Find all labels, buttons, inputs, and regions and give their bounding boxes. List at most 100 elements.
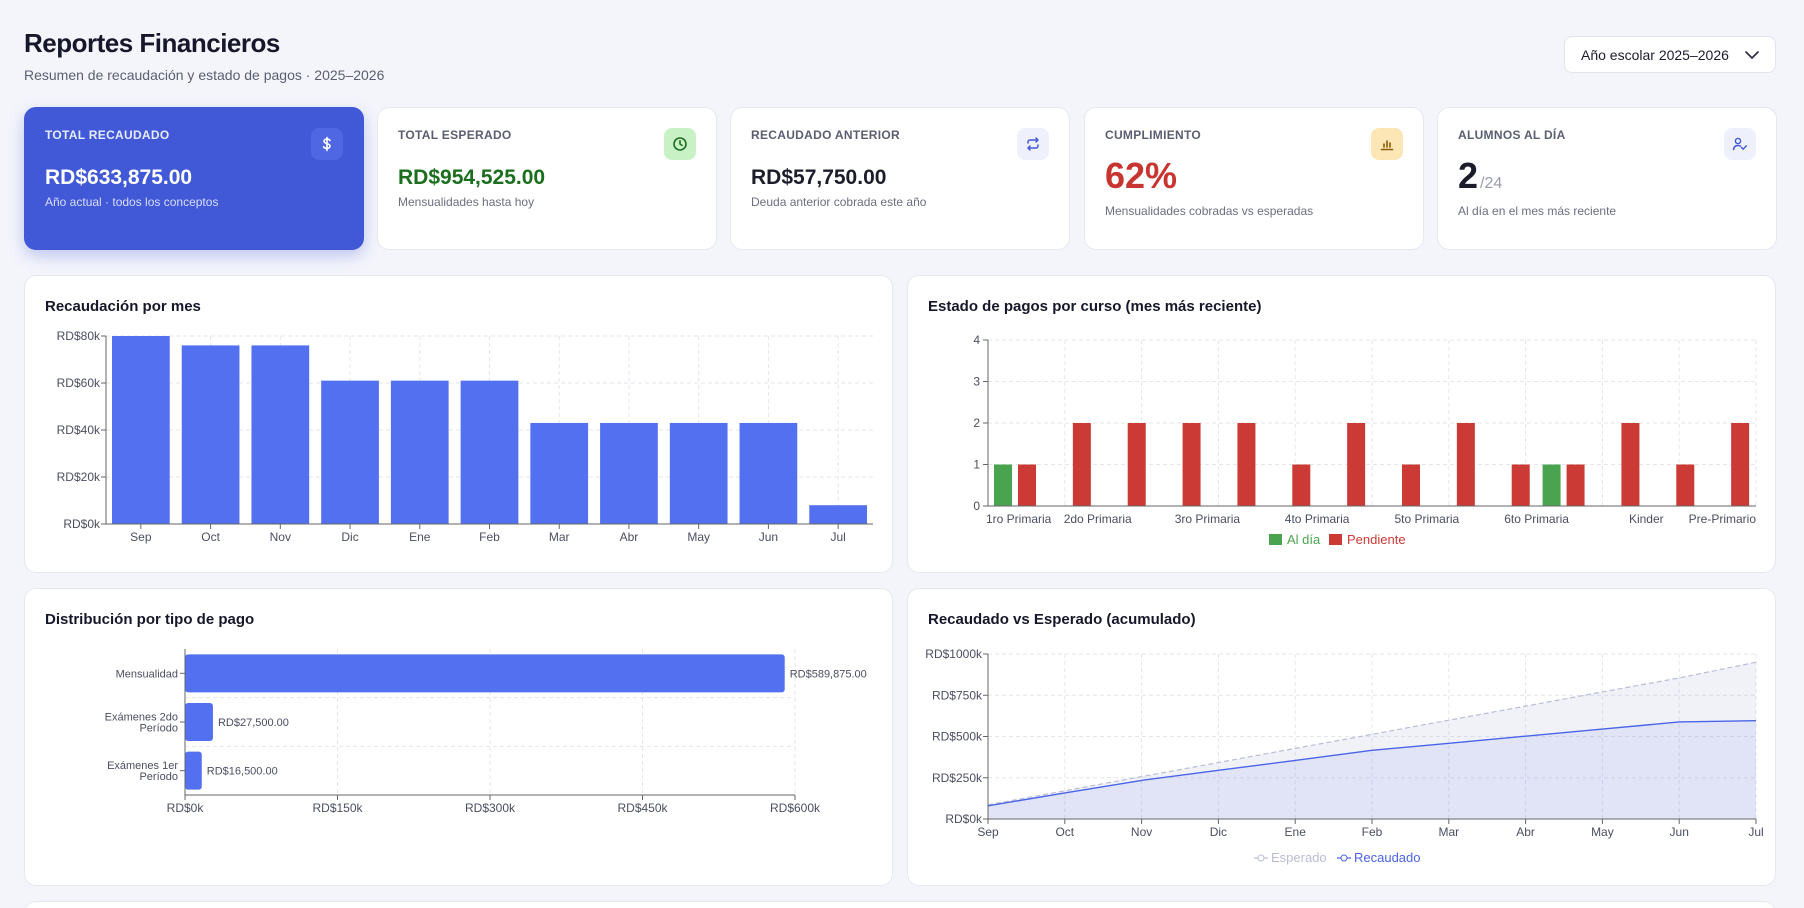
bar-mar	[530, 422, 589, 524]
bar-pendiente	[1237, 423, 1256, 506]
status-bar-chart: 0 1 2 3 4 1ro Primaria 2do Primaria 3ro Primari…	[973, 333, 1757, 547]
x-tick-label: Feb	[1362, 825, 1383, 839]
bar-nov	[251, 345, 310, 524]
chart-title: Distribución por tipo de pago	[45, 611, 255, 628]
x-tick-label: Oct	[201, 530, 220, 544]
y-tick-label: RD$80k	[57, 329, 101, 343]
y-tick-label: 1	[973, 458, 980, 472]
x-tick-label: 6to Primaria	[1504, 512, 1569, 526]
x-tick-label: Jul	[830, 530, 845, 544]
bar-pendiente	[1676, 464, 1695, 506]
bar-pendiente	[1731, 423, 1750, 506]
page-header: Reportes Financieros Resumen de recaudac…	[24, 28, 384, 83]
bar-value-label: RD$16,500.00	[207, 766, 278, 778]
kpi-value: RD$57,750.00	[751, 166, 887, 189]
chart-card-cumulative: Recaudado vs Esperado (acumulado) RD$0k R…	[907, 588, 1776, 886]
x-tick-label: Sep	[130, 530, 152, 544]
year-select[interactable]: Año escolar 2025–2026	[1564, 36, 1776, 73]
bar-value-label: RD$27,500.00	[218, 717, 289, 729]
bar-pendiente	[1018, 464, 1036, 506]
legend-label-pendiente: Pendiente	[1347, 532, 1406, 547]
y-tick-label: RD$60k	[57, 376, 101, 390]
bar-pendiente	[1127, 423, 1146, 506]
chart-title: Estado de pagos por curso (mes más recie…	[928, 298, 1262, 315]
area-esperado	[988, 662, 1756, 819]
x-tick-label: Kinder	[1629, 512, 1664, 526]
x-tick-label: Oct	[1055, 825, 1074, 839]
x-tick-label: Ene	[409, 530, 431, 544]
repeat-icon	[1017, 128, 1049, 160]
bar-pendiente	[1182, 423, 1201, 506]
y-tick-label: RD$500k	[932, 730, 983, 744]
next-section-card	[24, 901, 1776, 908]
legend-label-al-dia: Al día	[1287, 532, 1321, 547]
x-tick-label: Dic	[1210, 825, 1227, 839]
x-tick-label: Jul	[1748, 825, 1763, 839]
kpi-note: Al día en el mes más reciente	[1458, 204, 1617, 218]
legend-label-recaudado: Recaudado	[1354, 850, 1421, 865]
bar-dic	[321, 380, 379, 524]
legend-swatch-pendiente	[1329, 534, 1342, 545]
bar-may	[669, 422, 728, 524]
line-recaudado	[987, 719, 1757, 807]
x-tick-label: May	[687, 530, 710, 544]
x-tick-label: May	[1591, 825, 1614, 839]
kpi-recaudado-anterior: RECAUDADO ANTERIOR RD$57,750.00 Deuda an…	[730, 107, 1070, 250]
x-tick-label: RD$150k	[312, 801, 363, 815]
y-tick-label: Período	[139, 723, 178, 735]
bar	[185, 654, 785, 693]
chart-card-status: Estado de pagos por curso (mes más recie…	[907, 275, 1776, 573]
y-tick-label: 4	[973, 333, 980, 347]
x-tick-label: Nov	[1131, 825, 1152, 839]
bar-jun	[739, 422, 798, 524]
x-tick-label: 5to Primaria	[1395, 512, 1460, 526]
x-tick-label: RD$600k	[770, 801, 821, 815]
legend-marker-recaudado	[1340, 854, 1348, 862]
x-tick-label: Abr	[1516, 825, 1535, 839]
bar-oct	[181, 345, 240, 524]
clock-icon	[664, 128, 696, 160]
x-tick-label: Dic	[341, 530, 358, 544]
y-tick-label: RD$0k	[945, 812, 983, 826]
x-tick-label: Sep	[977, 825, 999, 839]
chevron-down-icon	[1745, 50, 1759, 59]
kpi-note: Deuda anterior cobrada este año	[751, 195, 927, 209]
kpi-value: 2/24	[1458, 158, 1756, 194]
y-tick-label: Exámenes 2do	[105, 712, 178, 724]
x-tick-label: 2do Primaria	[1064, 512, 1132, 526]
x-tick-label: 3ro Primaria	[1175, 512, 1241, 526]
line-esperado	[987, 661, 1757, 806]
area-recaudado	[988, 720, 1756, 819]
bar	[185, 703, 213, 741]
y-tick-label: Período	[139, 771, 178, 783]
kpi-label: TOTAL RECAUDADO	[45, 128, 170, 142]
x-tick-label: Feb	[479, 530, 500, 544]
bar-pendiente	[1456, 423, 1475, 506]
bar-feb	[460, 380, 519, 524]
y-tick-label: RD$20k	[57, 470, 101, 484]
y-tick-label: 3	[973, 375, 980, 389]
bar-al-dia	[1542, 464, 1561, 506]
kpi-cumplimiento: CUMPLIMIENTO 62% Mensualidades cobradas …	[1084, 107, 1424, 250]
bar-jul	[809, 505, 867, 524]
kpi-note: Mensualidades hasta hoy	[398, 195, 535, 209]
chart-title: Recaudación por mes	[45, 298, 201, 315]
kpi-label: RECAUDADO ANTERIOR	[751, 128, 900, 142]
y-tick-label: RD$0k	[63, 517, 101, 531]
y-tick-label: 0	[973, 499, 980, 513]
x-tick-label: Mar	[1438, 825, 1459, 839]
bar-pendiente	[1292, 464, 1311, 506]
bar-chart-icon	[1371, 128, 1403, 160]
kpi-label: ALUMNOS AL DÍA	[1458, 128, 1566, 142]
kpi-total-esperado: TOTAL ESPERADO RD$954,525.00 Mensualidad…	[377, 107, 717, 250]
legend-swatch-al-dia	[1269, 534, 1282, 545]
x-tick-label: RD$300k	[465, 801, 516, 815]
kpi-value: 62%	[1105, 155, 1178, 196]
bar-pendiente	[1402, 464, 1420, 506]
cumulative-area-chart: RD$0k RD$250k RD$500k RD$750k RD$1000k Sep Oct…	[925, 647, 1763, 865]
x-tick-label: Jun	[1670, 825, 1689, 839]
kpi-label: TOTAL ESPERADO	[398, 128, 512, 142]
x-tick-label: Mar	[549, 530, 570, 544]
x-tick-label: Nov	[270, 530, 291, 544]
x-tick-label: RD$450k	[617, 801, 668, 815]
